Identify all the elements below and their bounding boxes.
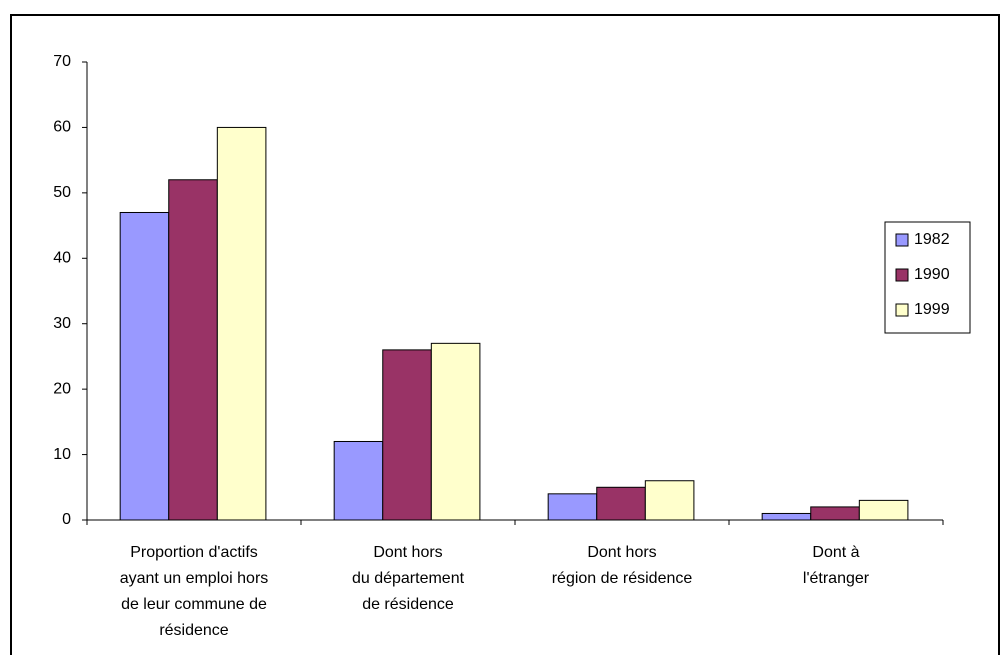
y-tick-label: 30 xyxy=(53,315,71,332)
legend-label: 1990 xyxy=(914,266,950,283)
x-tick-label: Dont hors xyxy=(587,544,656,561)
bar xyxy=(119,211,170,521)
y-tick-label: 20 xyxy=(53,380,71,397)
x-tick-label: Dont à xyxy=(812,544,859,561)
x-tick-label: de leur commune de xyxy=(121,596,267,613)
bar xyxy=(168,179,218,521)
y-tick-label: 0 xyxy=(62,511,71,528)
legend-label: 1999 xyxy=(914,301,950,318)
bar xyxy=(333,440,384,521)
x-tick-label: ayant un emploi hors xyxy=(120,570,269,587)
x-tick-label: région de résidence xyxy=(552,570,693,587)
y-tick-label: 70 xyxy=(53,53,71,70)
legend-swatch xyxy=(895,233,909,247)
x-tick-label: de résidence xyxy=(362,596,454,613)
bar xyxy=(216,126,267,521)
bar xyxy=(382,349,432,521)
x-tick-label: Dont hors xyxy=(373,544,442,561)
legend-swatch xyxy=(895,268,909,282)
y-tick-label: 50 xyxy=(53,184,71,201)
legend-label: 1982 xyxy=(914,231,950,248)
legend-swatch xyxy=(895,303,909,317)
bar xyxy=(547,493,598,521)
chart-border xyxy=(10,14,1000,655)
bar xyxy=(596,486,646,521)
bar xyxy=(430,342,481,521)
bar xyxy=(644,480,695,521)
x-tick-label: l'étranger xyxy=(803,570,870,587)
y-tick-label: 60 xyxy=(53,119,71,136)
y-tick-label: 40 xyxy=(53,250,71,267)
x-tick-label: Proportion d'actifs xyxy=(130,544,258,561)
y-tick-label: 10 xyxy=(53,446,71,463)
bar xyxy=(761,512,812,521)
bar xyxy=(858,499,909,521)
x-tick-label: du département xyxy=(352,570,465,587)
bar xyxy=(810,506,860,521)
x-tick-label: résidence xyxy=(159,622,228,639)
